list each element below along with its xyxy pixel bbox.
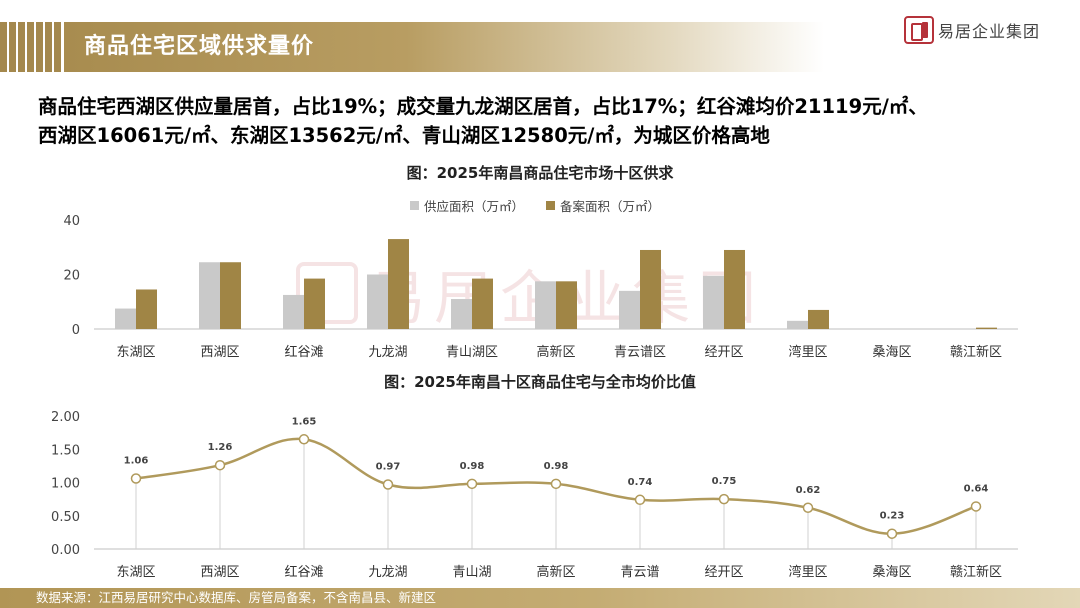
price-ratio-point [298, 434, 310, 445]
line-x-tick-label: 经开区 [704, 565, 743, 580]
supply-demand-bar-chart: 0 20 40 东湖区 西湖区 红谷滩 九龙湖 青山湖区 高新区 青云谱区 经开区 湾里区 桑海区 赣江新… [63, 214, 1018, 360]
line-y-tick-label: 2.00 [51, 410, 80, 425]
line-y-tick-label: 0.00 [51, 543, 80, 558]
data-source-note: 数据来源：江西易居研究中心数据库、房管局备案，不含南昌县、新建区 [36, 590, 437, 605]
price-ratio-data-label: 0.74 [628, 477, 653, 488]
bar-record [388, 239, 409, 329]
price-ratio-data-label: 0.23 [880, 511, 905, 522]
bar-record [136, 289, 157, 329]
line-y-tick-label: 0.50 [51, 510, 80, 525]
bar-x-tick-label: 九龙湖 [368, 345, 407, 360]
price-ratio-data-label: 1.65 [292, 416, 317, 427]
bar-supply [703, 275, 724, 329]
bar-supply [283, 294, 304, 329]
line-x-tick-label: 红谷滩 [284, 564, 323, 580]
price-ratio-data-label: 0.75 [712, 476, 737, 487]
bar-x-tick-label: 西湖区 [200, 345, 239, 360]
title-bar [64, 22, 824, 72]
line-chart-title: 图：2025年南昌十区商品住宅与全市均价比值 [384, 373, 696, 391]
price-ratio-data-label: 0.97 [376, 461, 401, 472]
bar-chart-legend: 供应面积（万㎡） 备案面积（万㎡） [410, 196, 682, 215]
legend-item-supply: 供应面积（万㎡） [410, 196, 524, 215]
headline: 商品住宅西湖区供应量居首，占比19%；成交量九龙湖区居首，占比17%；红谷滩均价… [38, 92, 1068, 150]
bar-x-tick-label: 东湖区 [116, 345, 155, 360]
price-ratio-point [634, 494, 646, 506]
bar-supply [535, 281, 556, 329]
bar-y-tick-label: 40 [63, 214, 80, 229]
logo-icon [904, 16, 934, 44]
bar-y-tick-label: 0 [72, 323, 80, 338]
bar-y-tick-label: 20 [63, 269, 80, 284]
legend-swatch-supply [410, 201, 419, 210]
bar-record [556, 281, 577, 329]
footer-bar [0, 588, 1080, 608]
bar-record [640, 249, 661, 329]
bar-supply [367, 274, 388, 329]
line-x-tick-label: 湾里区 [788, 564, 827, 580]
line-x-tick-label: 青云谱 [620, 565, 659, 580]
price-ratio-point [970, 501, 982, 512]
bar-record [472, 278, 493, 329]
logo-text: 易居企业集团 [938, 22, 1041, 41]
bar-record [304, 278, 325, 329]
bar-x-tick-label: 红谷滩 [284, 344, 323, 360]
company-logo: 易居企业集团 [904, 14, 1040, 46]
price-ratio-data-label: 0.64 [964, 483, 989, 494]
price-ratio-line-chart: 0.00 0.50 1.00 1.50 2.00 1.06 东湖区 1.26 西湖区 1.65 红谷… [51, 410, 1018, 580]
legend-label-supply: 供应面积（万㎡） [424, 199, 525, 214]
bar-x-tick-label: 高新区 [536, 344, 575, 360]
headline-line-2: 西湖区16061元/㎡、东湖区13562元/㎡、青山湖区12580元/㎡，为城区… [38, 124, 770, 147]
line-x-tick-label: 赣江新区 [950, 564, 1002, 580]
price-ratio-point [718, 493, 730, 505]
bar-x-tick-label: 青云谱区 [614, 345, 666, 360]
bar-chart-title: 图：2025年南昌商品住宅市场十区供求 [406, 164, 674, 182]
price-ratio-point [802, 502, 814, 514]
line-x-tick-label: 西湖区 [200, 565, 239, 580]
legend-item-record: 备案面积（万㎡） [546, 196, 660, 215]
line-x-tick-label: 九龙湖 [368, 565, 407, 580]
bar-record [724, 249, 745, 329]
bar-x-tick-label: 湾里区 [788, 344, 827, 360]
price-ratio-point [382, 479, 394, 490]
price-ratio-point [886, 528, 898, 539]
bar-x-tick-label: 经开区 [704, 345, 743, 360]
bar-record [220, 262, 241, 329]
page-title: 商品住宅区域供求量价 [84, 34, 315, 59]
bar-record [976, 327, 997, 329]
bar-supply [619, 290, 640, 329]
headline-line-1: 商品住宅西湖区供应量居首，占比19%；成交量九龙湖区居首，占比17%；红谷滩均价… [38, 95, 928, 118]
line-y-tick-label: 1.00 [51, 477, 80, 492]
line-x-tick-label: 桑海区 [872, 565, 911, 580]
price-ratio-point [550, 478, 562, 490]
bar-x-tick-label: 桑海区 [872, 345, 911, 360]
bar-supply [787, 320, 808, 329]
line-y-tick-label: 1.50 [51, 443, 80, 458]
line-x-tick-label: 青山湖 [452, 565, 491, 580]
price-ratio-data-label: 1.06 [124, 456, 149, 467]
price-ratio-data-label: 0.98 [544, 461, 569, 472]
price-ratio-point [130, 473, 142, 484]
bar-supply [451, 299, 472, 329]
bar-x-tick-label: 赣江新区 [950, 344, 1002, 360]
line-x-tick-label: 东湖区 [116, 565, 155, 580]
price-ratio-data-label: 0.62 [796, 485, 821, 496]
bar-x-tick-label: 青山湖区 [446, 345, 498, 360]
bar-supply [115, 308, 136, 329]
legend-label-record: 备案面积（万㎡） [560, 199, 661, 214]
price-ratio-point [214, 459, 226, 471]
title-bar-stripes [0, 22, 62, 72]
line-x-tick-label: 高新区 [536, 564, 575, 580]
price-ratio-data-label: 1.26 [208, 442, 233, 453]
bar-supply [199, 262, 220, 329]
bar-record [808, 309, 829, 329]
price-ratio-point [466, 478, 478, 490]
legend-swatch-record [546, 201, 556, 210]
price-ratio-data-label: 0.98 [460, 461, 485, 472]
